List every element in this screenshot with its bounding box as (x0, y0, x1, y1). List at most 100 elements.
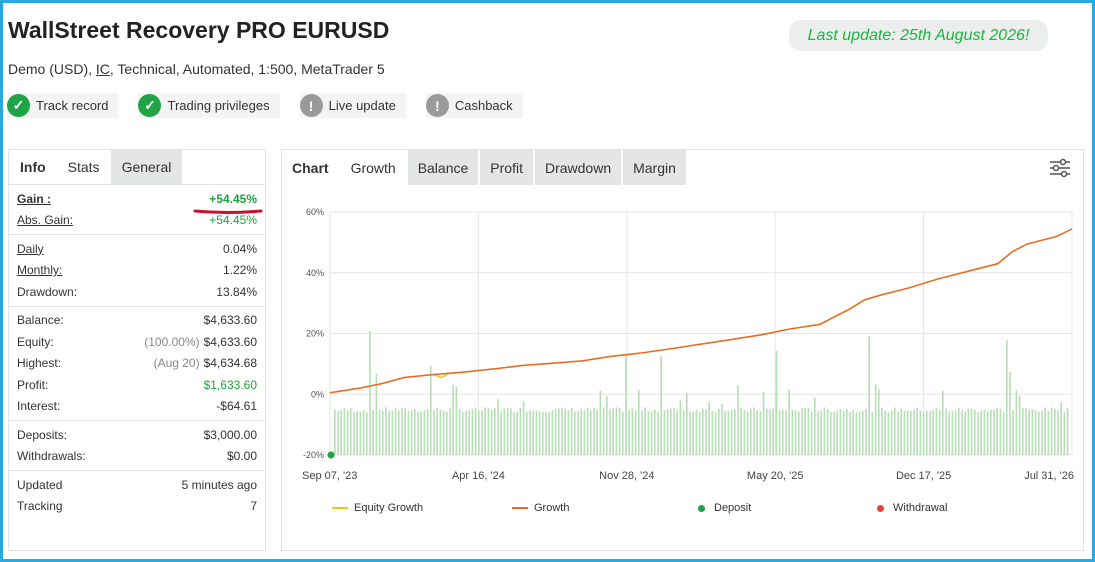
trade-bar (1060, 402, 1062, 455)
trade-bar (394, 408, 397, 455)
y-tick-label: 60% (306, 207, 324, 217)
trade-bar (817, 411, 819, 455)
trade-bar (634, 410, 637, 455)
trade-bar (430, 366, 432, 455)
badge-cashback[interactable]: ! Cashback (425, 93, 523, 118)
trade-bar (359, 411, 362, 455)
badge-track-record[interactable]: ✓ Track record (7, 93, 119, 118)
stat-label[interactable]: Abs. Gain: (17, 213, 74, 228)
legend-withdrawal[interactable]: Withdrawal (877, 502, 947, 514)
balance-group: Balance: $4,633.60 Equity: (100.00%) $4,633… (9, 307, 265, 421)
stat-value: -$64.61 (216, 399, 257, 414)
x-tick-label: Jul 31, '26 (1024, 470, 1074, 482)
legend-deposit[interactable]: Deposit (698, 502, 751, 514)
tab-general[interactable]: General (110, 150, 183, 184)
highest-amount: $4,634.68 (203, 356, 257, 371)
chart-settings-icon[interactable] (1049, 158, 1071, 178)
trade-bar (1054, 408, 1056, 455)
trade-bar (753, 407, 755, 455)
legend-growth[interactable]: Growth (512, 502, 569, 514)
trade-bar (625, 353, 627, 455)
trade-bar (964, 411, 966, 455)
trade-bar (919, 410, 922, 455)
stat-withdrawals: Withdrawals: $0.00 (17, 446, 257, 468)
trade-bar (977, 411, 979, 455)
stat-label[interactable]: Daily (17, 241, 44, 256)
trade-bar (558, 408, 560, 455)
trade-bar (350, 408, 352, 455)
stat-tracking: Tracking 7 (17, 496, 257, 518)
legend-equity-growth[interactable]: Equity Growth (332, 502, 423, 514)
trade-bar (561, 407, 563, 455)
legend-label: Equity Growth (354, 502, 424, 514)
trade-bar (532, 410, 534, 455)
trade-bar (798, 411, 800, 455)
stat-value: +54.45% (209, 191, 257, 206)
trade-bar (858, 411, 861, 455)
stat-value: 5 minutes ago (181, 477, 257, 492)
trade-bar (670, 408, 672, 455)
tab-margin[interactable]: Margin (623, 150, 686, 185)
trade-bar (590, 410, 592, 455)
tab-stats[interactable]: Stats (56, 150, 111, 184)
trade-bar (580, 409, 582, 455)
stat-label[interactable]: Gain : (17, 191, 52, 206)
last-update-badge: Last update: 25th August 2026! (789, 20, 1048, 51)
stat-balance: Balance: $4,633.60 (17, 310, 257, 332)
trade-bar (1066, 407, 1069, 455)
highest-note: (Aug 20) (153, 356, 200, 371)
trade-bar (487, 407, 490, 455)
page-title: WallStreet Recovery PRO EURUSD (8, 17, 390, 43)
trade-bar (1018, 395, 1021, 455)
trade-bar (564, 409, 566, 455)
trade-bar (657, 412, 659, 455)
trade-bar (641, 410, 643, 455)
trade-bar (577, 410, 579, 455)
trade-bar (404, 407, 406, 455)
trade-bar (711, 411, 714, 455)
trade-bar (881, 407, 883, 455)
stat-label: Withdrawals: (17, 449, 86, 464)
tab-profit[interactable]: Profit (480, 150, 533, 185)
stat-value: 0.04% (222, 241, 257, 256)
badge-trading-privileges[interactable]: ✓ Trading privileges (138, 93, 280, 118)
trade-bar (951, 410, 954, 455)
trade-bar (906, 410, 909, 455)
tab-info[interactable]: Info (9, 150, 57, 184)
broker-link[interactable]: IC (95, 61, 110, 77)
x-tick-label: Sep 07, '23 (302, 470, 357, 482)
gain-group: Gain : +54.45% Abs. Gain: +54.45% (9, 185, 265, 235)
trade-bar (660, 355, 662, 455)
check-icon: ✓ (138, 94, 162, 117)
trade-bar (526, 411, 528, 455)
trade-bar (462, 412, 464, 455)
trade-bar (878, 389, 880, 455)
tab-balance[interactable]: Balance (407, 150, 479, 185)
badge-live-update[interactable]: ! Live update (299, 93, 406, 118)
trade-bar (846, 408, 848, 455)
stat-label[interactable]: Monthly: (17, 263, 63, 278)
trade-bar (423, 410, 426, 455)
trade-bar (756, 410, 758, 455)
trade-bar (407, 411, 410, 455)
trade-bar (849, 411, 851, 455)
trade-bar (478, 410, 480, 455)
tab-growth[interactable]: Growth (350, 159, 396, 176)
stat-monthly: Monthly: 1.22% (17, 260, 257, 282)
tab-drawdown[interactable]: Drawdown (534, 150, 622, 185)
trade-bar (1009, 371, 1011, 455)
stat-label: Highest: (17, 356, 62, 371)
trade-bar (689, 411, 691, 455)
verification-badges: ✓ Track record ✓ Trading privileges ! Li… (7, 93, 523, 118)
trade-bar (654, 409, 656, 455)
stat-label: Interest: (17, 399, 61, 414)
tab-chart[interactable]: Chart (292, 159, 329, 176)
subtitle-suffix: , Technical, Automated, 1:500, MetaTrade… (109, 61, 385, 77)
trade-bar (631, 408, 634, 455)
trade-bar (772, 408, 774, 455)
trade-bar (945, 408, 947, 455)
trade-bar (686, 392, 688, 455)
trade-bar (551, 410, 554, 455)
stat-label: Tracking (17, 499, 63, 514)
series-line-growth (329, 228, 1073, 394)
